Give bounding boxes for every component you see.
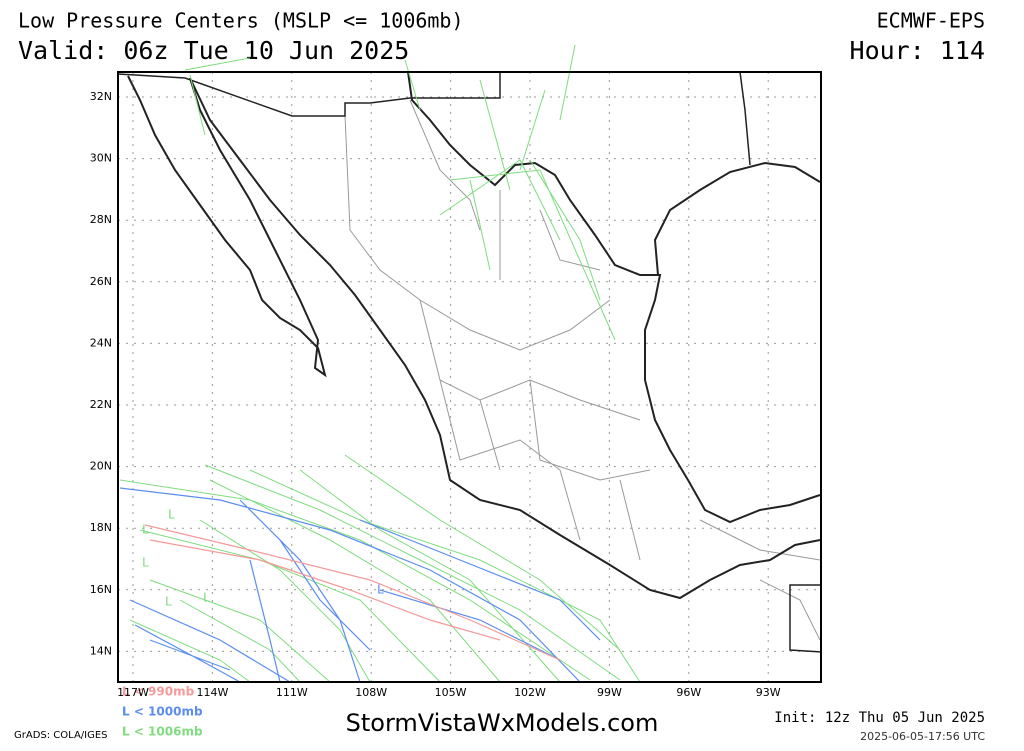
legend-entry: L < 1000mb bbox=[122, 705, 203, 719]
legend-entry: L < 990mb bbox=[122, 685, 195, 699]
lon-label: 93W bbox=[756, 686, 781, 699]
map: L L L L L L bbox=[117, 44, 823, 683]
lat-label: 18N bbox=[90, 521, 112, 534]
low-marker: L bbox=[377, 583, 384, 597]
low-marker: L bbox=[165, 595, 172, 609]
lat-label: 14N bbox=[90, 644, 112, 657]
lon-label: 105W bbox=[435, 686, 467, 699]
grid bbox=[118, 72, 821, 682]
timestamp: 2025-06-05-17:56 UTC bbox=[860, 730, 985, 743]
low-marker: L bbox=[203, 591, 210, 605]
low-marker: L bbox=[142, 556, 149, 570]
coastline bbox=[127, 71, 821, 600]
lat-label: 20N bbox=[90, 460, 112, 473]
low-marker: L bbox=[168, 508, 175, 522]
map-frame bbox=[117, 71, 822, 683]
lat-label: 28N bbox=[90, 213, 112, 226]
lat-label: 26N bbox=[90, 275, 112, 288]
state-borders bbox=[344, 99, 821, 641]
model: ECMWF-EPS bbox=[877, 9, 985, 33]
lat-label: 30N bbox=[90, 152, 112, 165]
lat-label: 16N bbox=[90, 583, 112, 596]
lon-label: 108W bbox=[355, 686, 387, 699]
lat-label: 32N bbox=[90, 90, 112, 103]
forecast-hour: Hour: 114 bbox=[850, 36, 985, 65]
valid-time: Valid: 06z Tue 10 Jun 2025 bbox=[18, 36, 409, 65]
title: Low Pressure Centers (MSLP <= 1006mb) bbox=[18, 9, 464, 33]
lon-label: 102W bbox=[514, 686, 546, 699]
lat-label: 24N bbox=[90, 336, 112, 349]
lon-label: 114W bbox=[196, 686, 228, 699]
legend: L < 990mb L < 1000mb L < 1006mb bbox=[122, 685, 203, 739]
lon-label: 96W bbox=[676, 686, 701, 699]
country-borders bbox=[117, 71, 823, 653]
legend-entry: L < 1006mb bbox=[122, 725, 203, 739]
low-marker: L bbox=[142, 523, 149, 537]
software-credit: GrADS: COLA/IGES bbox=[14, 730, 108, 741]
lon-label: 99W bbox=[597, 686, 622, 699]
site-name: StormVistaWxModels.com bbox=[346, 709, 659, 737]
init-time: Init: 12z Thu 05 Jun 2025 bbox=[774, 710, 985, 726]
lat-label: 22N bbox=[90, 398, 112, 411]
lon-label: 111W bbox=[276, 686, 308, 699]
storm-tracks: L L L L L L bbox=[119, 44, 641, 683]
lon-label: 117W bbox=[117, 686, 149, 699]
